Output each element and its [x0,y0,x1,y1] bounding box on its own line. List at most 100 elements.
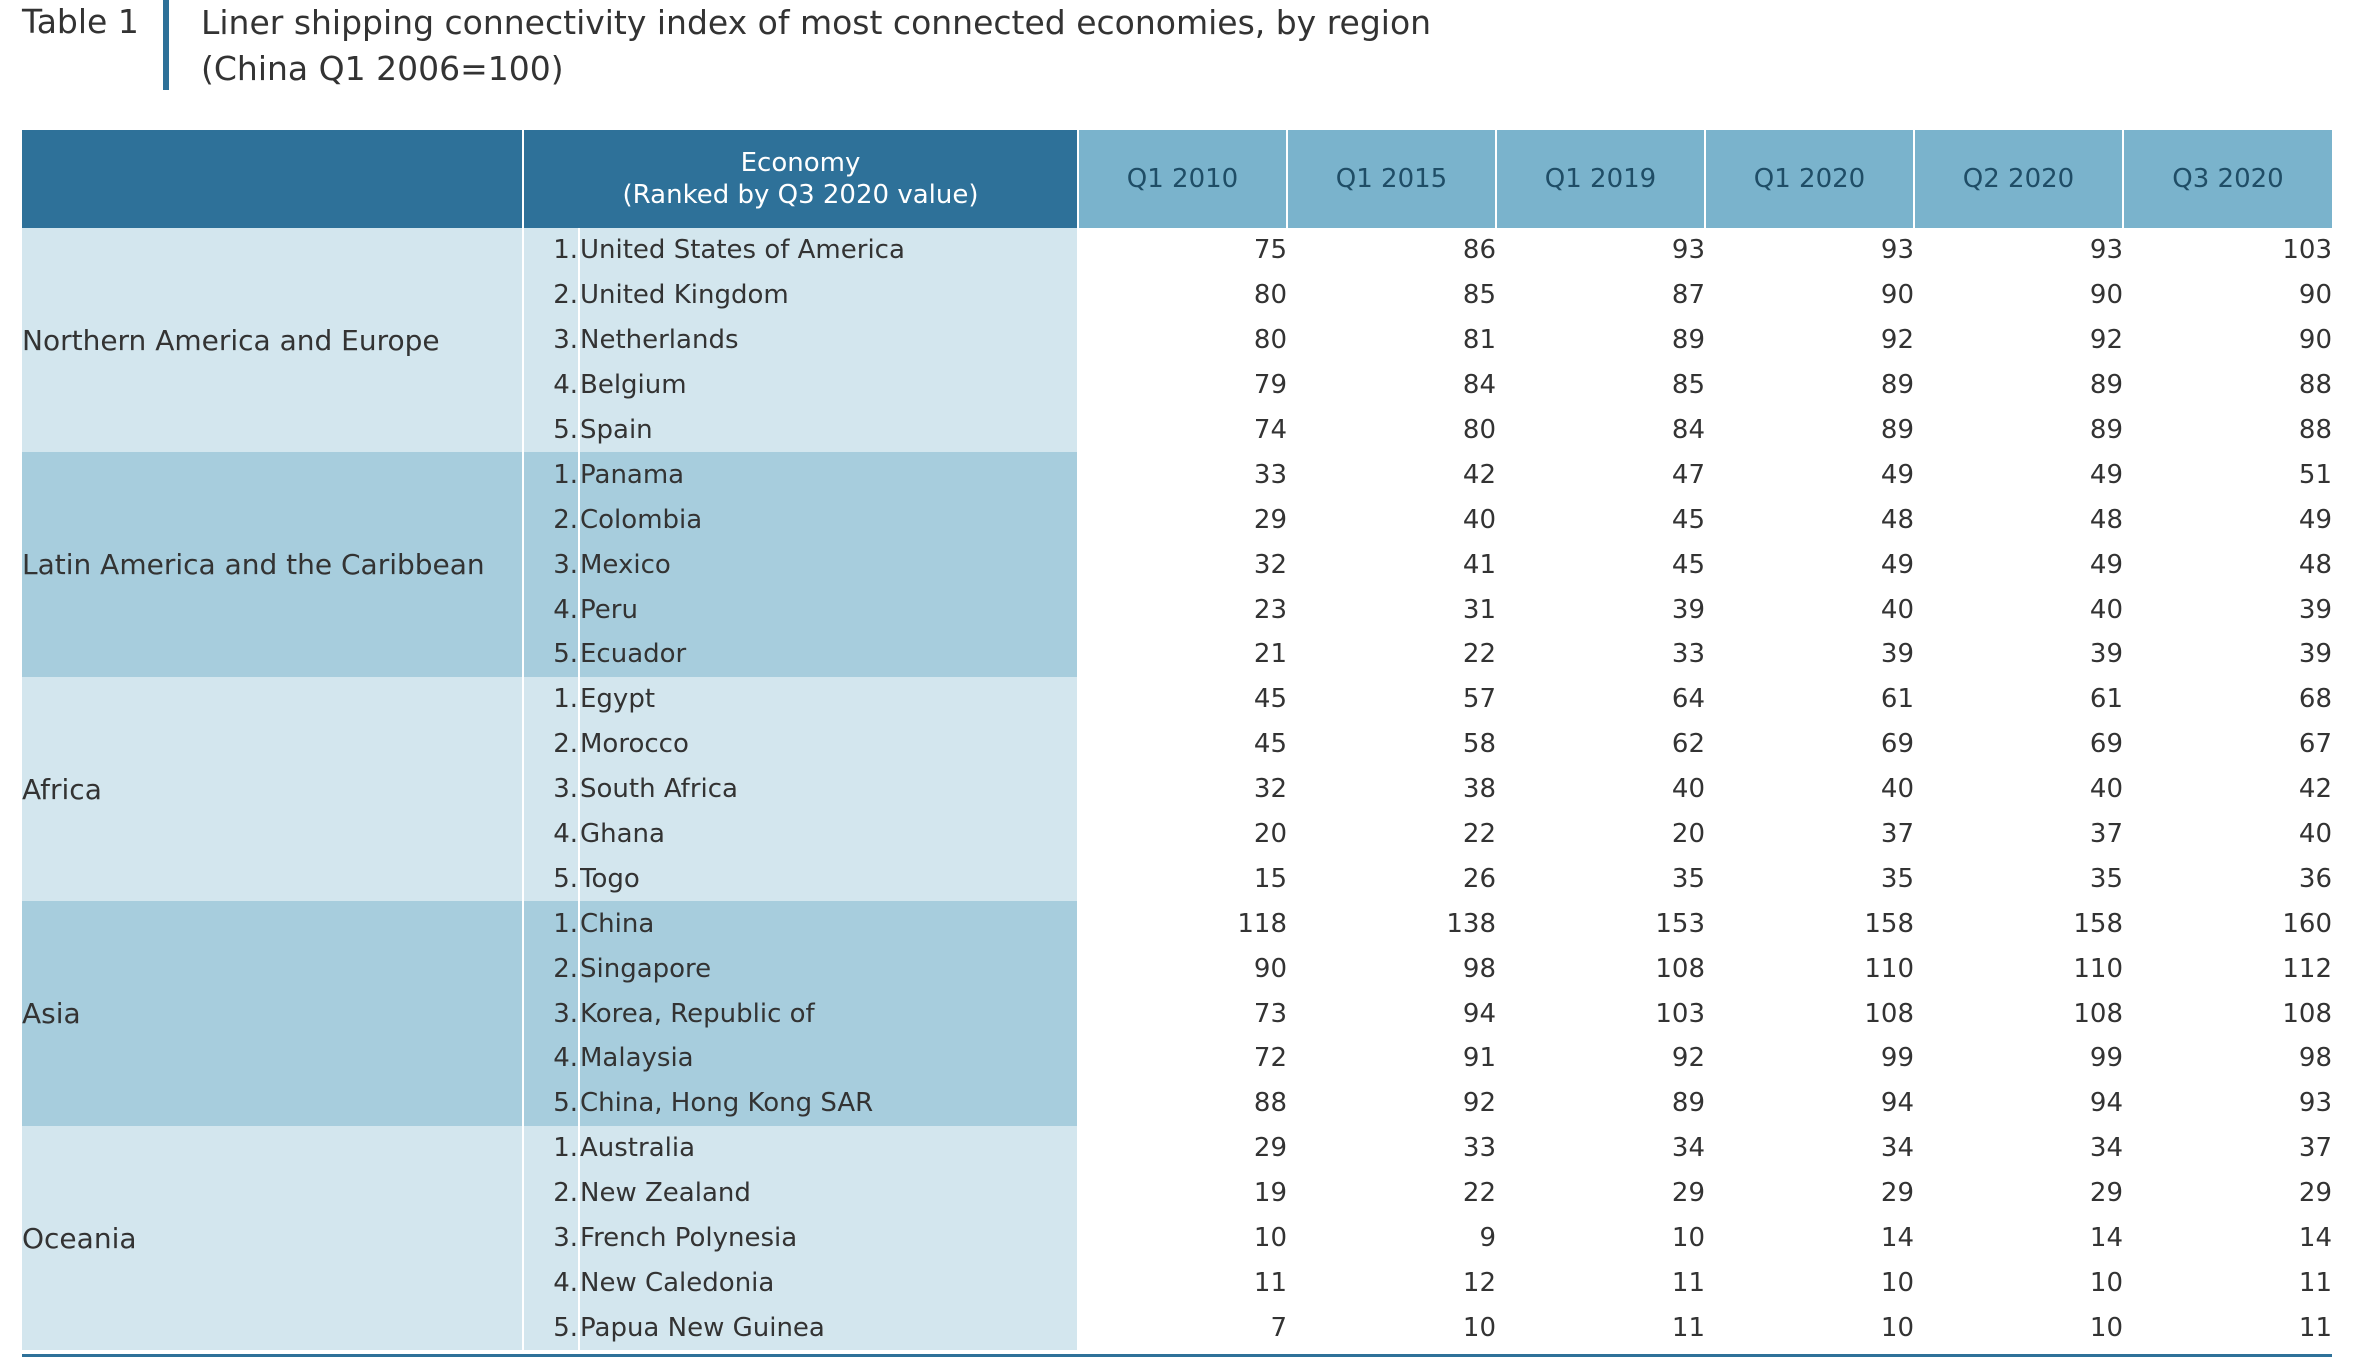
value-cell: 45 [1496,497,1705,543]
rank-cell: 1. [523,676,580,722]
period-header: Q1 2019 [1496,130,1706,228]
value-cell: 29 [1705,1170,1914,1216]
value-cell: 40 [2123,811,2332,857]
value-cell: 110 [1705,946,1914,992]
value-cell: 89 [1705,407,1914,453]
value-cell: 89 [1914,362,2123,408]
value-cell: 12 [1287,1260,1496,1306]
table-row: 3. Mexico 32 41 45 49 49 48 [22,542,2332,588]
value-cell: 89 [1705,362,1914,408]
value-cell: 48 [1914,497,2123,543]
value-cell: 47 [1496,452,1705,498]
table-row: 4. Malaysia 72 91 92 99 99 98 [22,1036,2332,1081]
value-cell: 88 [1078,1080,1287,1126]
table-row: 2. Colombia 29 40 45 48 48 49 [22,497,2332,543]
value-cell: 84 [1496,407,1705,453]
header-row: Economy (Ranked by Q3 2020 value) Q1 201… [22,130,2332,228]
value-cell: 80 [1078,317,1287,363]
value-cell: 19 [1078,1170,1287,1216]
value-cell: 49 [1705,542,1914,588]
value-cell: 22 [1287,1170,1496,1216]
value-cell: 87 [1496,272,1705,318]
value-cell: 51 [2123,452,2332,498]
value-cell: 92 [1914,317,2123,363]
table-row: Oceania 1. Australia 29 33 34 34 34 37 [22,1125,2332,1351]
economy-cell: Spain [579,407,1079,453]
rank-cell: 1. [523,452,580,498]
value-cell: 153 [1496,901,1705,947]
value-cell: 108 [2123,991,2332,1037]
value-cell: 40 [1705,766,1914,812]
value-cell: 22 [1287,811,1496,857]
table-row: 2. Singapore 90 98 108 110 110 112 [22,946,2332,992]
rank-cell: 4. [523,1036,580,1081]
value-cell: 89 [1914,407,2123,453]
value-cell: 35 [1914,856,2123,902]
economy-cell: Papua New Guinea [579,1305,1079,1351]
value-cell: 61 [1914,676,2123,722]
value-cell: 75 [1078,228,1287,273]
connectivity-table: Economy (Ranked by Q3 2020 value) Q1 201… [22,130,2332,1351]
economy-cell: New Caledonia [579,1260,1079,1306]
value-cell: 34 [1496,1125,1705,1171]
value-cell: 37 [1705,811,1914,857]
value-cell: 80 [1078,272,1287,318]
value-cell: 58 [1287,721,1496,767]
value-cell: 67 [2123,721,2332,767]
value-cell: 103 [2123,228,2332,273]
rank-cell: 2. [523,946,580,992]
economy-cell: French Polynesia [579,1215,1079,1261]
value-cell: 10 [1914,1305,2123,1351]
rank-cell: 1. [523,901,580,947]
value-cell: 98 [2123,1036,2332,1081]
value-cell: 49 [1705,452,1914,498]
value-cell: 10 [1705,1260,1914,1306]
value-cell: 138 [1287,901,1496,947]
value-cell: 69 [1705,721,1914,767]
value-cell: 103 [1496,991,1705,1037]
value-cell: 45 [1078,676,1287,722]
value-cell: 90 [1914,272,2123,318]
economy-cell: United Kingdom [579,272,1079,318]
economy-cell: Australia [579,1125,1079,1171]
table-row: 3. South Africa 32 38 40 40 40 42 [22,766,2332,812]
value-cell: 112 [2123,946,2332,992]
value-cell: 85 [1496,362,1705,408]
value-cell: 81 [1287,317,1496,363]
value-cell: 80 [1287,407,1496,453]
value-cell: 40 [1705,587,1914,633]
table-row: 2. United Kingdom 80 85 87 90 90 90 [22,272,2332,318]
value-cell: 11 [2123,1260,2332,1306]
value-cell: 11 [1078,1260,1287,1306]
value-cell: 92 [1705,317,1914,363]
economy-cell: China, Hong Kong SAR [579,1080,1079,1126]
period-header: Q1 2020 [1705,130,1915,228]
value-cell: 29 [1914,1170,2123,1216]
economy-cell: Panama [579,452,1079,498]
economy-cell: Morocco [579,721,1079,767]
table-row: 4. Peru 23 31 39 40 40 39 [22,587,2332,633]
table-body: Northern America and Europe 1. United Stat… [22,228,2332,1351]
economy-cell: Mexico [579,542,1079,588]
table-row: 3. Netherlands 80 81 89 92 92 90 [22,317,2332,363]
economy-cell: Singapore [579,946,1079,992]
value-cell: 11 [1496,1305,1705,1351]
table-row: 5. Spain 74 80 84 89 89 88 [22,407,2332,453]
value-cell: 108 [1705,991,1914,1037]
value-cell: 29 [1496,1170,1705,1216]
table-row: 4. New Caledonia 11 12 11 10 10 11 [22,1260,2332,1306]
value-cell: 20 [1078,811,1287,857]
value-cell: 160 [2123,901,2332,947]
value-cell: 74 [1078,407,1287,453]
value-cell: 10 [1496,1215,1705,1261]
caption-divider [163,0,169,90]
rank-cell: 2. [523,721,580,767]
table-row: 3. Korea, Republic of 73 94 103 108 108 108 [22,991,2332,1037]
rank-cell: 2. [523,1170,580,1216]
economy-cell: Netherlands [579,317,1079,363]
table-title-line-1: Liner shipping connectivity index of mos… [201,3,1432,42]
rank-cell: 3. [523,991,580,1037]
rank-cell: 5. [523,856,580,902]
rank-cell: 4. [523,362,580,408]
value-cell: 29 [1078,497,1287,543]
